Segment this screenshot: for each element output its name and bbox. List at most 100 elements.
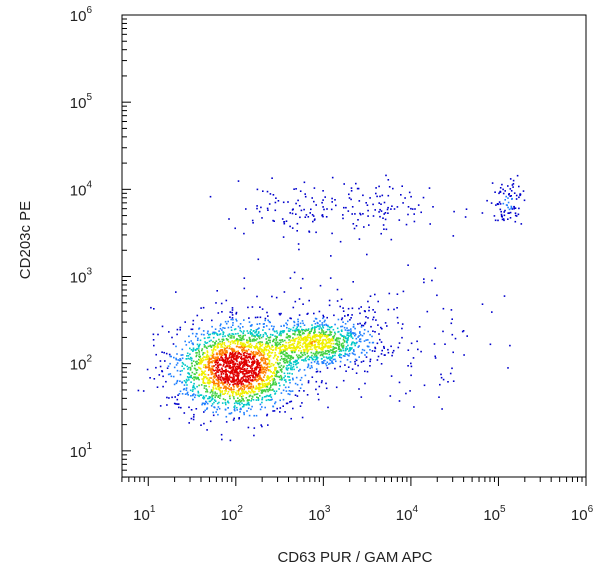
event-dot xyxy=(187,355,190,357)
event-dot xyxy=(217,357,219,359)
event-dot xyxy=(216,375,218,378)
event-dot xyxy=(331,352,333,354)
event-dot xyxy=(206,354,208,357)
event-dot xyxy=(290,317,292,320)
event-dot xyxy=(202,330,205,332)
event-dot xyxy=(216,347,219,349)
event-dot xyxy=(255,385,258,387)
event-dot xyxy=(346,329,349,332)
event-dot xyxy=(321,331,323,333)
event-dot xyxy=(237,353,239,355)
event-dot xyxy=(332,337,335,340)
event-dot xyxy=(205,342,207,344)
event-dot xyxy=(286,337,289,339)
event-dot xyxy=(170,355,172,358)
event-dot xyxy=(285,381,287,383)
event-dot xyxy=(251,324,253,326)
event-dot xyxy=(198,373,201,376)
event-dot xyxy=(324,333,327,336)
event-dot xyxy=(369,295,372,297)
event-dot xyxy=(273,220,275,222)
event-dot xyxy=(272,328,274,331)
event-dot xyxy=(349,334,352,337)
event-dot xyxy=(501,183,503,186)
event-dot xyxy=(262,335,264,338)
event-dot xyxy=(207,363,210,365)
event-dot xyxy=(290,358,292,360)
event-dot xyxy=(274,330,276,333)
event-dot xyxy=(256,207,258,210)
event-dot xyxy=(412,357,415,359)
event-dot xyxy=(248,370,251,372)
event-dot xyxy=(259,383,262,385)
event-dot xyxy=(265,333,267,335)
event-dot xyxy=(243,287,246,290)
event-dot xyxy=(251,333,253,335)
event-dot xyxy=(213,344,215,347)
event-dot xyxy=(299,368,301,371)
event-dot xyxy=(214,343,216,345)
event-dot xyxy=(313,356,315,358)
event-dot xyxy=(212,336,215,339)
event-dot xyxy=(278,382,280,384)
event-dot xyxy=(243,355,246,357)
event-dot xyxy=(200,359,203,361)
event-dot xyxy=(253,414,255,417)
event-dot xyxy=(343,183,345,185)
event-dot xyxy=(216,359,219,361)
event-dot xyxy=(255,351,257,353)
event-dot xyxy=(253,379,256,382)
event-dot xyxy=(217,406,220,408)
event-dot xyxy=(354,213,356,215)
event-dot xyxy=(348,352,351,355)
event-dot xyxy=(239,323,242,325)
event-dot xyxy=(243,359,246,361)
event-dot xyxy=(391,354,393,357)
event-dot xyxy=(311,358,314,361)
event-dot xyxy=(254,393,256,396)
event-dot xyxy=(213,346,216,348)
event-dot xyxy=(299,387,302,389)
event-dot xyxy=(231,370,234,373)
event-dot xyxy=(235,311,238,314)
event-dot xyxy=(494,219,497,222)
event-dot xyxy=(197,362,200,364)
event-dot xyxy=(266,346,268,348)
event-dot xyxy=(212,360,214,362)
event-dot xyxy=(271,375,273,377)
event-dot xyxy=(302,359,305,361)
event-dot xyxy=(173,366,176,369)
event-dot xyxy=(298,314,301,316)
event-dot xyxy=(311,344,313,346)
event-dot xyxy=(253,434,255,437)
event-dot xyxy=(328,346,331,348)
event-dot xyxy=(187,372,190,374)
event-dot xyxy=(255,344,257,347)
event-dot xyxy=(243,365,246,367)
event-dot xyxy=(296,383,299,386)
event-dot xyxy=(240,361,243,363)
event-dot xyxy=(381,327,383,330)
event-dot xyxy=(232,360,235,363)
event-dot xyxy=(280,379,283,381)
event-dot xyxy=(259,395,261,397)
event-dot xyxy=(291,390,294,392)
event-dot xyxy=(270,352,273,354)
event-dot xyxy=(213,359,216,362)
event-dot xyxy=(316,341,319,344)
event-dot xyxy=(380,363,383,365)
event-dot xyxy=(352,333,355,335)
event-dot xyxy=(229,352,232,354)
event-dot xyxy=(294,382,297,385)
event-dot xyxy=(231,362,234,364)
event-dot xyxy=(217,346,220,348)
event-dot xyxy=(217,312,220,314)
event-dot xyxy=(334,343,337,345)
event-dot xyxy=(317,398,320,401)
event-dot xyxy=(231,335,233,337)
event-dot xyxy=(203,385,206,387)
event-dot xyxy=(314,326,316,328)
event-dot xyxy=(374,293,376,296)
event-dot xyxy=(210,390,213,393)
